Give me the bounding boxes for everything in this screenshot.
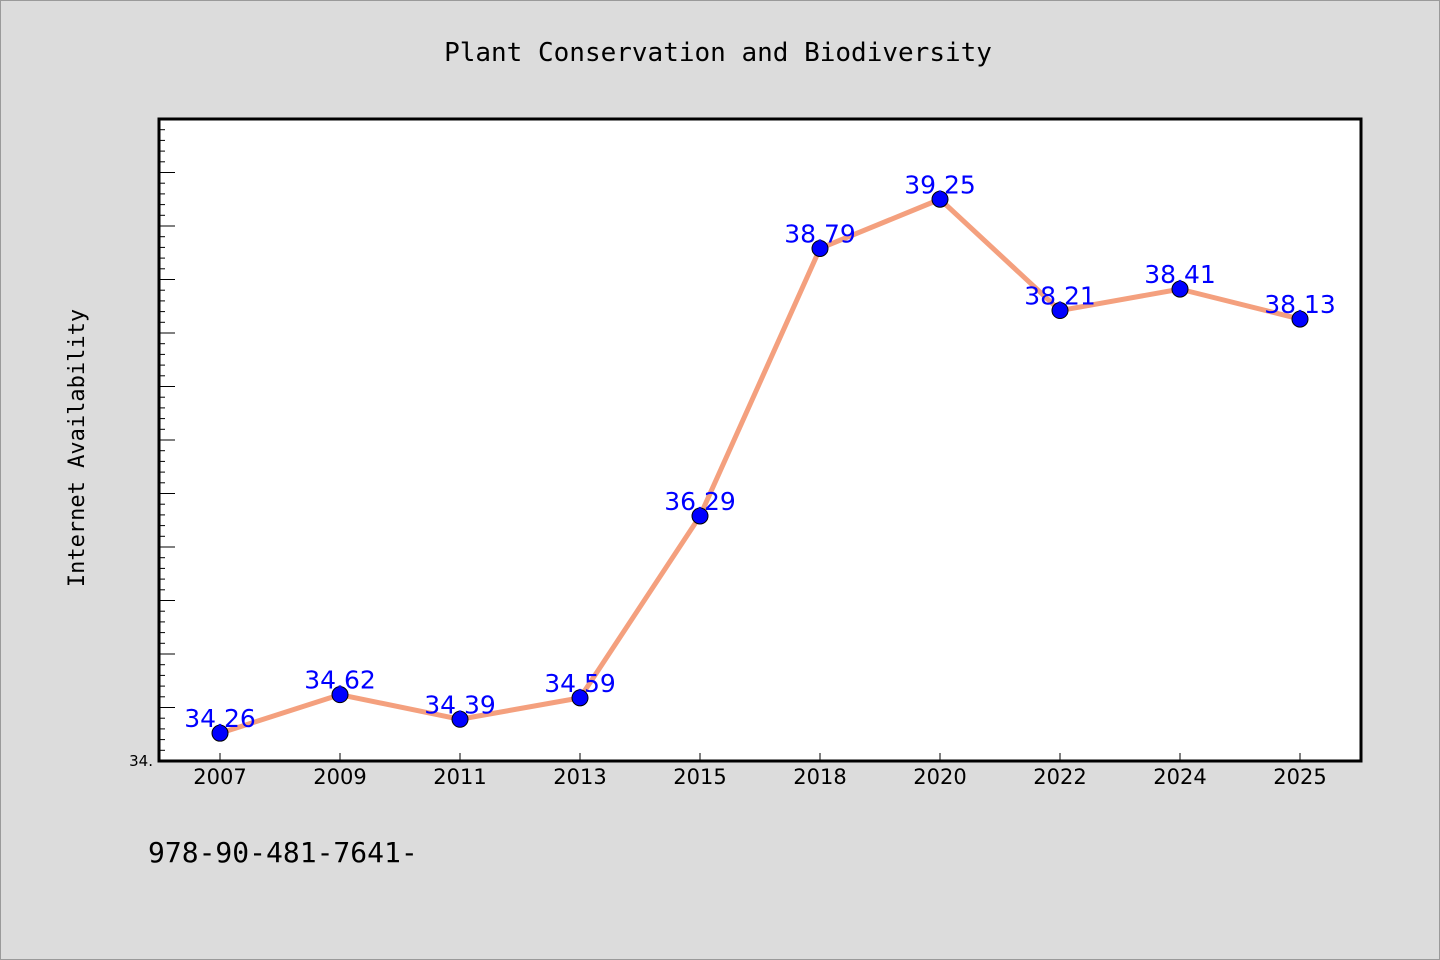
data-point <box>571 689 589 707</box>
y-tick-label: 34. <box>129 752 153 770</box>
chart-title: Plant Conservation and Biodiversity <box>444 38 992 68</box>
data-label: 34.26 <box>184 704 256 733</box>
x-axis-labels: 2007 2009 2011 2013 2015 2018 2020 2022 2024 2025 <box>193 765 1326 789</box>
series-group <box>217 196 1303 736</box>
data-label: 39.25 <box>904 170 976 199</box>
data-label: 38.21 <box>1024 282 1096 311</box>
x-tick-label: 2007 <box>193 765 246 789</box>
x-tick-label: 2009 <box>313 765 366 789</box>
data-labels: 34.26 34.62 34.39 34.59 36.29 38.79 39.25 38.21… <box>184 170 1336 733</box>
footnote: 978-90-481-7641- <box>148 836 418 869</box>
x-tick-label: 2025 <box>1273 765 1326 789</box>
x-tick-label: 2015 <box>673 765 726 789</box>
x-tick-label: 2011 <box>433 765 486 789</box>
x-tick-label: 2022 <box>1033 765 1086 789</box>
series-line <box>217 196 1303 736</box>
data-label: 36.29 <box>664 487 736 516</box>
plot-area <box>159 119 1361 761</box>
y-axis-label: Internet Availability <box>65 309 90 587</box>
data-point <box>1051 302 1069 320</box>
data-point <box>1171 280 1189 298</box>
data-label: 38.79 <box>784 219 856 248</box>
x-tick-label: 2013 <box>553 765 606 789</box>
data-point <box>211 724 229 742</box>
data-label: 38.41 <box>1144 260 1216 289</box>
data-label: 38.13 <box>1264 290 1336 319</box>
x-tick-label: 2018 <box>793 765 846 789</box>
data-point <box>931 190 949 208</box>
data-label: 34.59 <box>544 669 616 698</box>
data-point <box>451 710 469 728</box>
data-point <box>691 507 709 525</box>
data-point <box>811 239 829 257</box>
x-tick-label: 2024 <box>1153 765 1206 789</box>
data-point <box>331 686 349 704</box>
data-label: 34.39 <box>424 690 496 719</box>
plot-border <box>157 117 1363 763</box>
data-point <box>1291 310 1309 328</box>
x-tick-label: 2020 <box>913 765 966 789</box>
data-label: 34.62 <box>304 666 376 695</box>
marker-group <box>211 190 1309 742</box>
